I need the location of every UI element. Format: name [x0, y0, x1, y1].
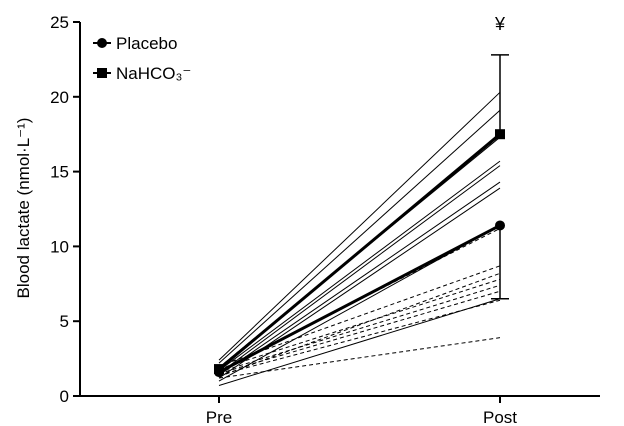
- legend-label-placebo: Placebo: [116, 34, 177, 53]
- legend-label-nahco3: NaHCO₃⁻: [116, 64, 191, 83]
- individual-line-placebo: [218, 265, 501, 367]
- individual-line-nahco3: [218, 298, 501, 387]
- axes: 0 5 10 15 20 25 Pre Post ¥: [50, 13, 600, 426]
- legend-marker-square: [97, 68, 107, 78]
- individual-line-nahco3: [218, 160, 501, 371]
- mean-line-nahco3: [218, 133, 501, 371]
- individual-line-nahco3: [218, 165, 501, 374]
- individual-line-placebo: [218, 278, 501, 370]
- y-tick-label: 15: [50, 163, 69, 182]
- mean-series: [214, 54, 509, 378]
- x-tick-label: Pre: [206, 408, 232, 426]
- y-tick-label: 5: [60, 312, 69, 331]
- x-tick-label: Post: [483, 408, 517, 426]
- individual-line-placebo: [218, 284, 501, 373]
- legend-item-nahco3: NaHCO₃⁻: [93, 64, 191, 83]
- significance-annotation: ¥: [494, 14, 506, 34]
- point-nahco3: [214, 364, 224, 375]
- individual-line-placebo: [218, 272, 501, 378]
- individual-line-placebo: [218, 337, 501, 379]
- individual-lines: [218, 91, 501, 387]
- point-nahco3: [495, 129, 505, 140]
- y-axis-title: Blood lactate (nmol·L⁻¹): [14, 118, 33, 299]
- y-tick-label: 10: [50, 237, 69, 256]
- individual-line-nahco3: [218, 91, 501, 361]
- point-placebo: [495, 220, 505, 231]
- y-tick-label: 0: [60, 387, 69, 406]
- individual-line-nahco3: [218, 181, 501, 376]
- legend-item-placebo: Placebo: [93, 34, 177, 53]
- mean-line-placebo: [218, 224, 501, 374]
- legend-marker-circle: [97, 38, 107, 48]
- y-tick-label: 20: [50, 88, 69, 107]
- legend: Placebo NaHCO₃⁻: [93, 34, 191, 83]
- individual-line-nahco3: [218, 109, 501, 364]
- y-tick-label: 25: [50, 13, 69, 32]
